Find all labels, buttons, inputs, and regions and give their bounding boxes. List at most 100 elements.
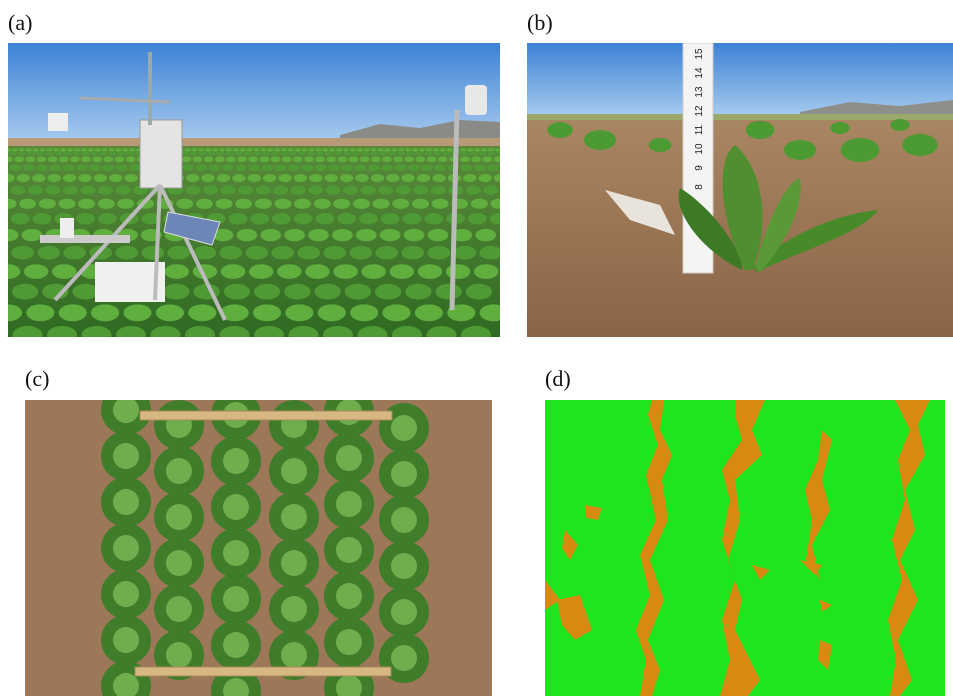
lettuce: [47, 326, 77, 344]
lettuce: [188, 304, 216, 321]
lettuce: [235, 151, 243, 156]
lettuce: [490, 199, 507, 209]
lettuce: [76, 213, 95, 224]
lettuce: [424, 213, 443, 224]
lettuce: [285, 304, 313, 321]
lettuce: [469, 151, 477, 156]
lettuce: [280, 151, 288, 156]
lettuce: [494, 156, 504, 162]
lettuce: [0, 246, 8, 260]
lettuce: [427, 156, 437, 162]
sprout: [746, 121, 775, 139]
lettuce: [402, 246, 425, 260]
lettuce: [406, 151, 414, 156]
lettuce: [196, 164, 208, 171]
lettuce: [333, 199, 350, 209]
lettuce: [203, 186, 218, 195]
lettuce: [341, 164, 353, 171]
lettuce: [263, 174, 276, 182]
lettuce: [156, 304, 184, 321]
lettuce: [428, 246, 451, 260]
lettuce: [72, 284, 98, 300]
lettuce: [199, 151, 207, 156]
lettuce: [47, 174, 60, 182]
lettuce: [63, 164, 75, 171]
lettuce: [302, 164, 314, 171]
lettuce: [0, 186, 8, 195]
lettuce: [11, 246, 34, 260]
lettuce: [325, 151, 333, 156]
ruler-number: 8: [694, 184, 705, 190]
lettuce: [262, 151, 270, 156]
lettuce: [273, 186, 288, 195]
lettuce: [167, 246, 190, 260]
lettuce: [436, 284, 462, 300]
lettuce: [438, 156, 448, 162]
lettuce: [10, 186, 25, 195]
lettuce: [475, 229, 496, 241]
lettuce: [10, 164, 22, 171]
lettuce: [208, 151, 216, 156]
lettuce: [392, 326, 422, 344]
lettuce: [254, 284, 280, 300]
lettuce: [402, 174, 415, 182]
lettuce: [76, 164, 88, 171]
lettuce: [404, 229, 425, 241]
lettuce-heart: [336, 445, 362, 471]
lettuce: [390, 264, 414, 279]
lettuce-heart: [166, 596, 192, 622]
lettuce: [343, 151, 351, 156]
lettuce: [482, 156, 492, 162]
lettuce: [23, 164, 35, 171]
sprout: [547, 122, 573, 138]
lettuce: [0, 326, 8, 344]
lettuce: [228, 213, 247, 224]
lettuce: [431, 186, 446, 195]
lettuce: [63, 246, 86, 260]
lettuce: [418, 264, 442, 279]
lettuce: [12, 284, 38, 300]
lettuce: [378, 186, 393, 195]
lettuce: [254, 326, 284, 344]
lettuce: [248, 174, 261, 182]
lettuce-heart: [281, 550, 307, 576]
lettuce: [361, 264, 385, 279]
lettuce: [19, 199, 36, 209]
sprout: [649, 138, 671, 152]
lettuce: [370, 151, 378, 156]
lettuce: [63, 151, 71, 156]
lettuce: [340, 174, 353, 182]
lettuce-heart: [223, 632, 249, 658]
lettuce: [217, 151, 225, 156]
lettuce: [221, 264, 245, 279]
lettuce: [248, 156, 258, 162]
lettuce: [480, 304, 508, 321]
lettuce: [70, 156, 80, 162]
lettuce: [427, 326, 457, 344]
lettuce: [256, 186, 271, 195]
lettuce: [480, 246, 503, 260]
lettuce: [352, 151, 360, 156]
lettuce: [236, 229, 257, 241]
lettuce: [349, 156, 359, 162]
lettuce: [417, 174, 430, 182]
lettuce: [63, 186, 78, 195]
lettuce: [494, 174, 507, 182]
lettuce: [98, 186, 113, 195]
lettuce: [388, 151, 396, 156]
lettuce: [124, 174, 137, 182]
lettuce: [80, 186, 95, 195]
lettuce: [353, 199, 370, 209]
lettuce: [109, 174, 122, 182]
lettuce: [0, 164, 8, 171]
lettuce: [1, 174, 14, 182]
ruler-number: 10: [694, 143, 705, 155]
lettuce-heart: [166, 550, 192, 576]
lettuce-heart: [281, 596, 307, 622]
lettuce: [141, 246, 164, 260]
photo-weather-station: [0, 43, 509, 344]
lettuce: [36, 151, 44, 156]
lettuce: [82, 326, 112, 344]
lettuce: [103, 164, 115, 171]
lettuce: [375, 284, 401, 300]
